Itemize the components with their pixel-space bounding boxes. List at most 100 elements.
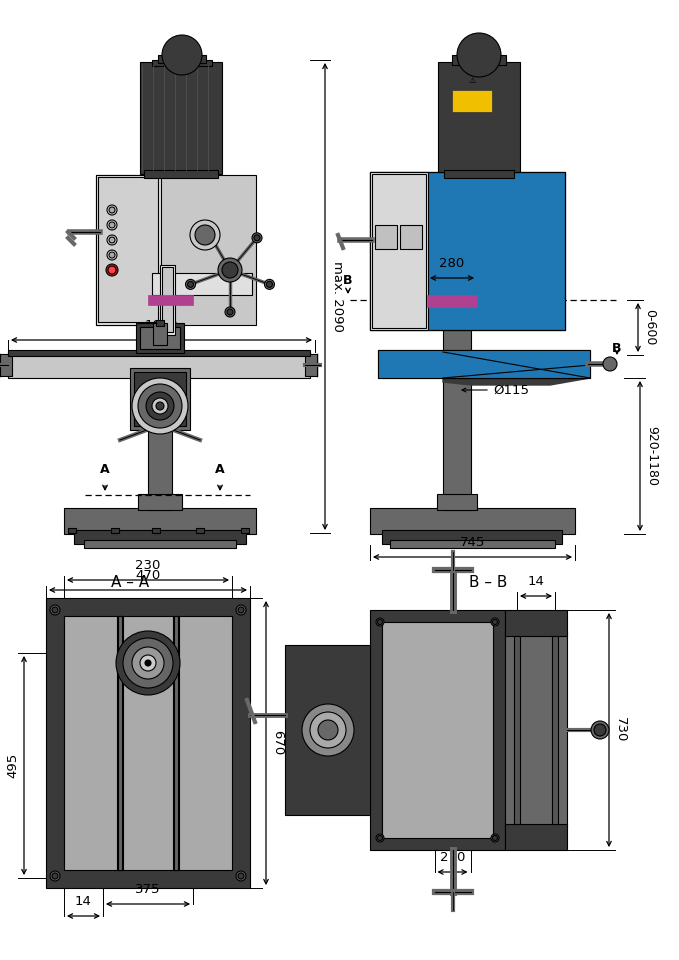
Circle shape [50,605,60,615]
Text: B: B [612,342,622,354]
Text: 730: 730 [614,717,627,743]
Bar [117,616,123,870]
Bar [68,528,76,533]
Bar [390,540,555,548]
Circle shape [116,631,180,695]
Circle shape [107,220,117,230]
Bar [134,372,186,426]
Bar [372,174,426,328]
Bar [382,622,493,838]
Bar [427,295,477,307]
Bar [552,636,558,824]
Circle shape [107,235,117,245]
Circle shape [457,33,501,77]
Bar [196,528,204,533]
Bar [156,320,164,326]
Text: 920-1180: 920-1180 [645,426,658,486]
Circle shape [106,264,118,276]
Circle shape [107,250,117,260]
Bar [375,225,397,249]
Bar [144,170,218,178]
Bar [64,616,232,870]
Bar [370,172,428,330]
Circle shape [152,398,168,414]
Circle shape [310,712,346,748]
Text: 0-600: 0-600 [643,309,656,346]
Circle shape [376,618,384,626]
Circle shape [140,655,156,671]
Bar [378,350,590,378]
Bar [118,616,122,870]
Bar [438,62,520,172]
Bar [241,528,249,533]
Circle shape [145,660,151,666]
Circle shape [206,230,212,236]
Circle shape [109,222,115,228]
Text: 230: 230 [135,559,161,572]
Bar [505,610,567,636]
Circle shape [108,266,116,274]
Text: 470: 470 [135,569,161,582]
Bar [378,350,590,378]
Bar [98,177,158,322]
Circle shape [52,607,58,613]
Circle shape [132,378,188,434]
Bar [514,636,520,824]
Circle shape [264,279,274,289]
Bar [111,528,119,533]
Circle shape [378,835,382,841]
Circle shape [52,873,58,879]
Circle shape [594,724,606,736]
Circle shape [591,721,609,739]
Text: B – B: B – B [469,575,507,590]
Text: 495: 495 [6,753,19,779]
Bar [46,598,250,888]
Text: 1060: 1060 [145,319,179,332]
Circle shape [162,35,202,75]
Circle shape [204,228,214,239]
Text: A: A [100,463,110,476]
Text: ⚠: ⚠ [469,76,476,84]
Circle shape [376,834,384,842]
Circle shape [138,384,182,428]
Circle shape [109,252,115,258]
Bar [0,354,12,376]
Bar [140,327,180,349]
Circle shape [222,262,238,278]
Polygon shape [443,352,590,385]
Circle shape [218,258,242,282]
Circle shape [491,618,499,626]
Text: Ø115: Ø115 [493,383,529,396]
Bar [440,220,474,234]
Circle shape [603,357,617,371]
Text: A – A: A – A [111,575,149,590]
Text: 375: 375 [135,883,161,896]
Bar [152,60,212,66]
Bar [437,494,477,510]
Circle shape [146,392,174,420]
Text: B: B [344,274,353,286]
Circle shape [190,220,220,250]
Circle shape [236,871,246,881]
Text: 14: 14 [528,575,545,588]
Bar [158,55,206,63]
Circle shape [378,619,382,625]
Bar [305,354,317,376]
Bar [162,267,173,332]
Bar [138,494,182,510]
Bar [382,530,562,544]
Bar [74,530,246,544]
Bar [152,528,160,533]
Text: 745: 745 [460,536,485,549]
Bar [370,172,565,330]
Circle shape [132,647,164,679]
Bar [153,323,167,345]
Circle shape [492,619,498,625]
Circle shape [254,235,260,241]
Circle shape [491,834,499,842]
Bar [452,55,506,65]
Bar [443,232,471,510]
Bar [452,90,492,112]
Text: 670: 670 [271,731,284,756]
Circle shape [225,307,235,317]
